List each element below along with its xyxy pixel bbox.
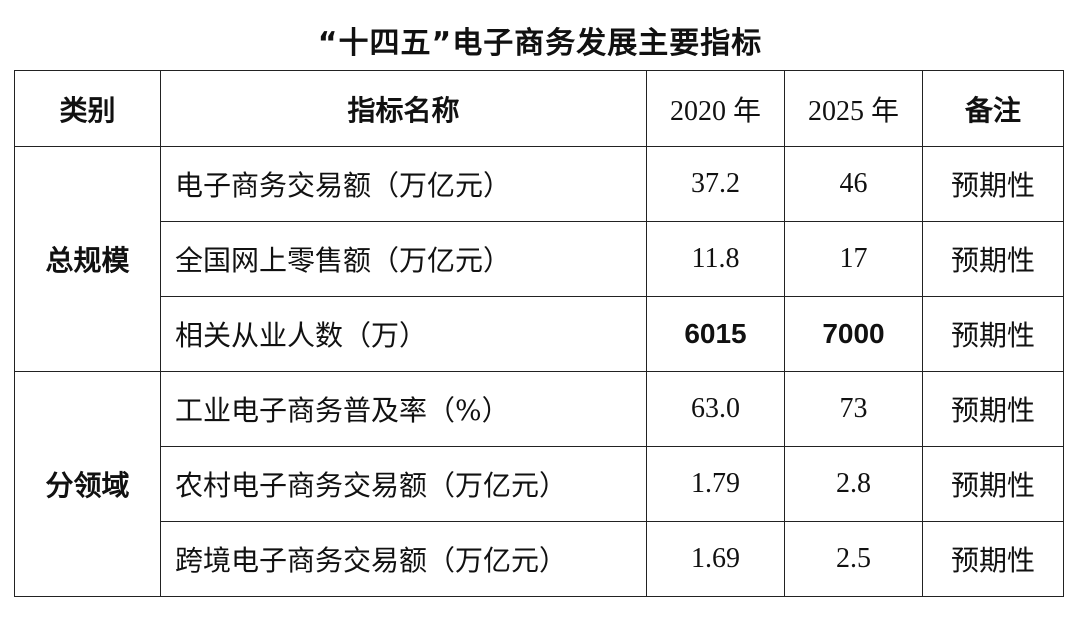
- table-row: 分领域 工业电子商务普及率（%） 63.0 73 预期性: [14, 371, 1064, 597]
- value-2020: 11.8: [646, 221, 785, 297]
- table-row: 全国网上零售额（万亿元） 11.8 17 预期性: [15, 221, 1064, 297]
- indicators-table: 类别 指标名称 2020 年 2025 年 备注 总规模 电子商务交易额（万亿元…: [14, 70, 1064, 597]
- note-cell: 预期性: [922, 371, 1064, 447]
- indicator-name: 跨境电子商务交易额（万亿元）: [160, 521, 647, 597]
- value-2025: 2.8: [784, 446, 923, 522]
- indicator-name: 农村电子商务交易额（万亿元）: [160, 446, 647, 522]
- indicator-name: 相关从业人数（万）: [160, 296, 647, 372]
- value-2020: 37.2: [646, 146, 785, 222]
- value-2020: 1.79: [646, 446, 785, 522]
- value-2020: 6015: [646, 296, 785, 372]
- note-cell: 预期性: [922, 446, 1064, 522]
- header-note: 备注: [922, 70, 1064, 147]
- value-2020: 1.69: [646, 521, 785, 597]
- table-row: 总规模 电子商务交易额（万亿元） 37.2 46 预期性: [14, 146, 1064, 372]
- category-total-scale: 总规模: [14, 146, 161, 372]
- page-title: “十四五”电子商务发展主要指标: [317, 26, 763, 61]
- value-2025: 46: [784, 146, 923, 222]
- value-2020: 63.0: [646, 371, 785, 447]
- value-2025: 2.5: [784, 521, 923, 597]
- indicator-name: 电子商务交易额（万亿元）: [160, 146, 647, 222]
- value-2025: 7000: [784, 296, 923, 372]
- note-cell: 预期性: [922, 146, 1064, 222]
- header-indicator-name: 指标名称: [160, 70, 647, 147]
- table-row: 跨境电子商务交易额（万亿元） 1.69 2.5 预期性: [15, 521, 1064, 597]
- table-row: 农村电子商务交易额（万亿元） 1.79 2.8 预期性: [15, 446, 1064, 522]
- value-2025: 73: [784, 371, 923, 447]
- table-row: 相关从业人数（万） 6015 7000 预期性: [15, 296, 1064, 372]
- header-row: 类别 指标名称 2020 年 2025 年 备注: [14, 70, 1064, 147]
- note-cell: 预期性: [922, 521, 1064, 597]
- header-category: 类别: [14, 70, 161, 147]
- header-2025: 2025 年: [784, 70, 923, 147]
- indicator-name: 全国网上零售额（万亿元）: [160, 221, 647, 297]
- indicator-name: 工业电子商务普及率（%）: [160, 371, 647, 447]
- note-cell: 预期性: [922, 296, 1064, 372]
- note-cell: 预期性: [922, 221, 1064, 297]
- header-2020: 2020 年: [646, 70, 785, 147]
- value-2025: 17: [784, 221, 923, 297]
- category-subfields: 分领域: [14, 371, 161, 597]
